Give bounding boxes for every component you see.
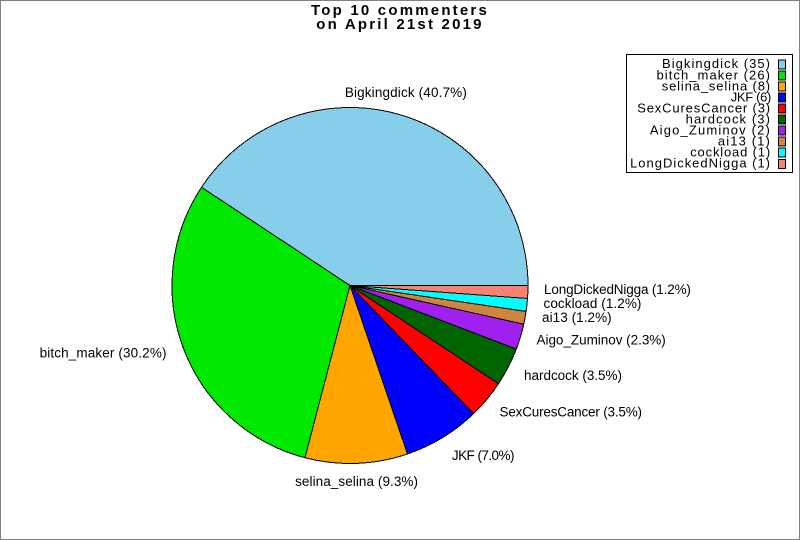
svg-text:bitch_maker (26): bitch_maker (26) bbox=[657, 67, 772, 82]
svg-text:bitch_maker (30.2%): bitch_maker (30.2%) bbox=[40, 346, 167, 361]
svg-text:Bigkingdick (40.7%): Bigkingdick (40.7%) bbox=[345, 85, 467, 100]
svg-text:ai13 (1.2%): ai13 (1.2%) bbox=[542, 310, 612, 325]
svg-text:LongDickedNigga (1.2%): LongDickedNigga (1.2%) bbox=[544, 282, 691, 297]
svg-text:cockload (1.2%): cockload (1.2%) bbox=[544, 296, 642, 311]
svg-text:hardcock (3.5%): hardcock (3.5%) bbox=[524, 368, 622, 383]
svg-text:JKF (6): JKF (6) bbox=[731, 89, 771, 104]
svg-text:selina_selina (9.3%): selina_selina (9.3%) bbox=[295, 474, 418, 489]
svg-text:JKF (7.0%): JKF (7.0%) bbox=[452, 448, 514, 463]
svg-text:Top 10 commenters: Top 10 commenters bbox=[311, 2, 489, 19]
svg-text:Aigo_Zuminov (2): Aigo_Zuminov (2) bbox=[650, 123, 771, 138]
svg-text:cockload (1): cockload (1) bbox=[690, 145, 771, 160]
svg-text:SexCuresCancer (3.5%): SexCuresCancer (3.5%) bbox=[500, 404, 642, 419]
svg-text:Bigkingdick (35): Bigkingdick (35) bbox=[662, 56, 771, 71]
svg-text:LongDickedNigga (1): LongDickedNigga (1) bbox=[630, 156, 771, 171]
svg-text:hardcock (3): hardcock (3) bbox=[686, 111, 771, 126]
svg-text:SexCuresCancer (3): SexCuresCancer (3) bbox=[637, 100, 771, 115]
svg-text:ai13 (1): ai13 (1) bbox=[718, 134, 771, 149]
svg-text:Aigo_Zuminov (2.3%): Aigo_Zuminov (2.3%) bbox=[537, 333, 666, 348]
svg-text:on April 21st 2019: on April 21st 2019 bbox=[316, 16, 483, 33]
svg-text:selina_selina (8): selina_selina (8) bbox=[662, 78, 771, 93]
